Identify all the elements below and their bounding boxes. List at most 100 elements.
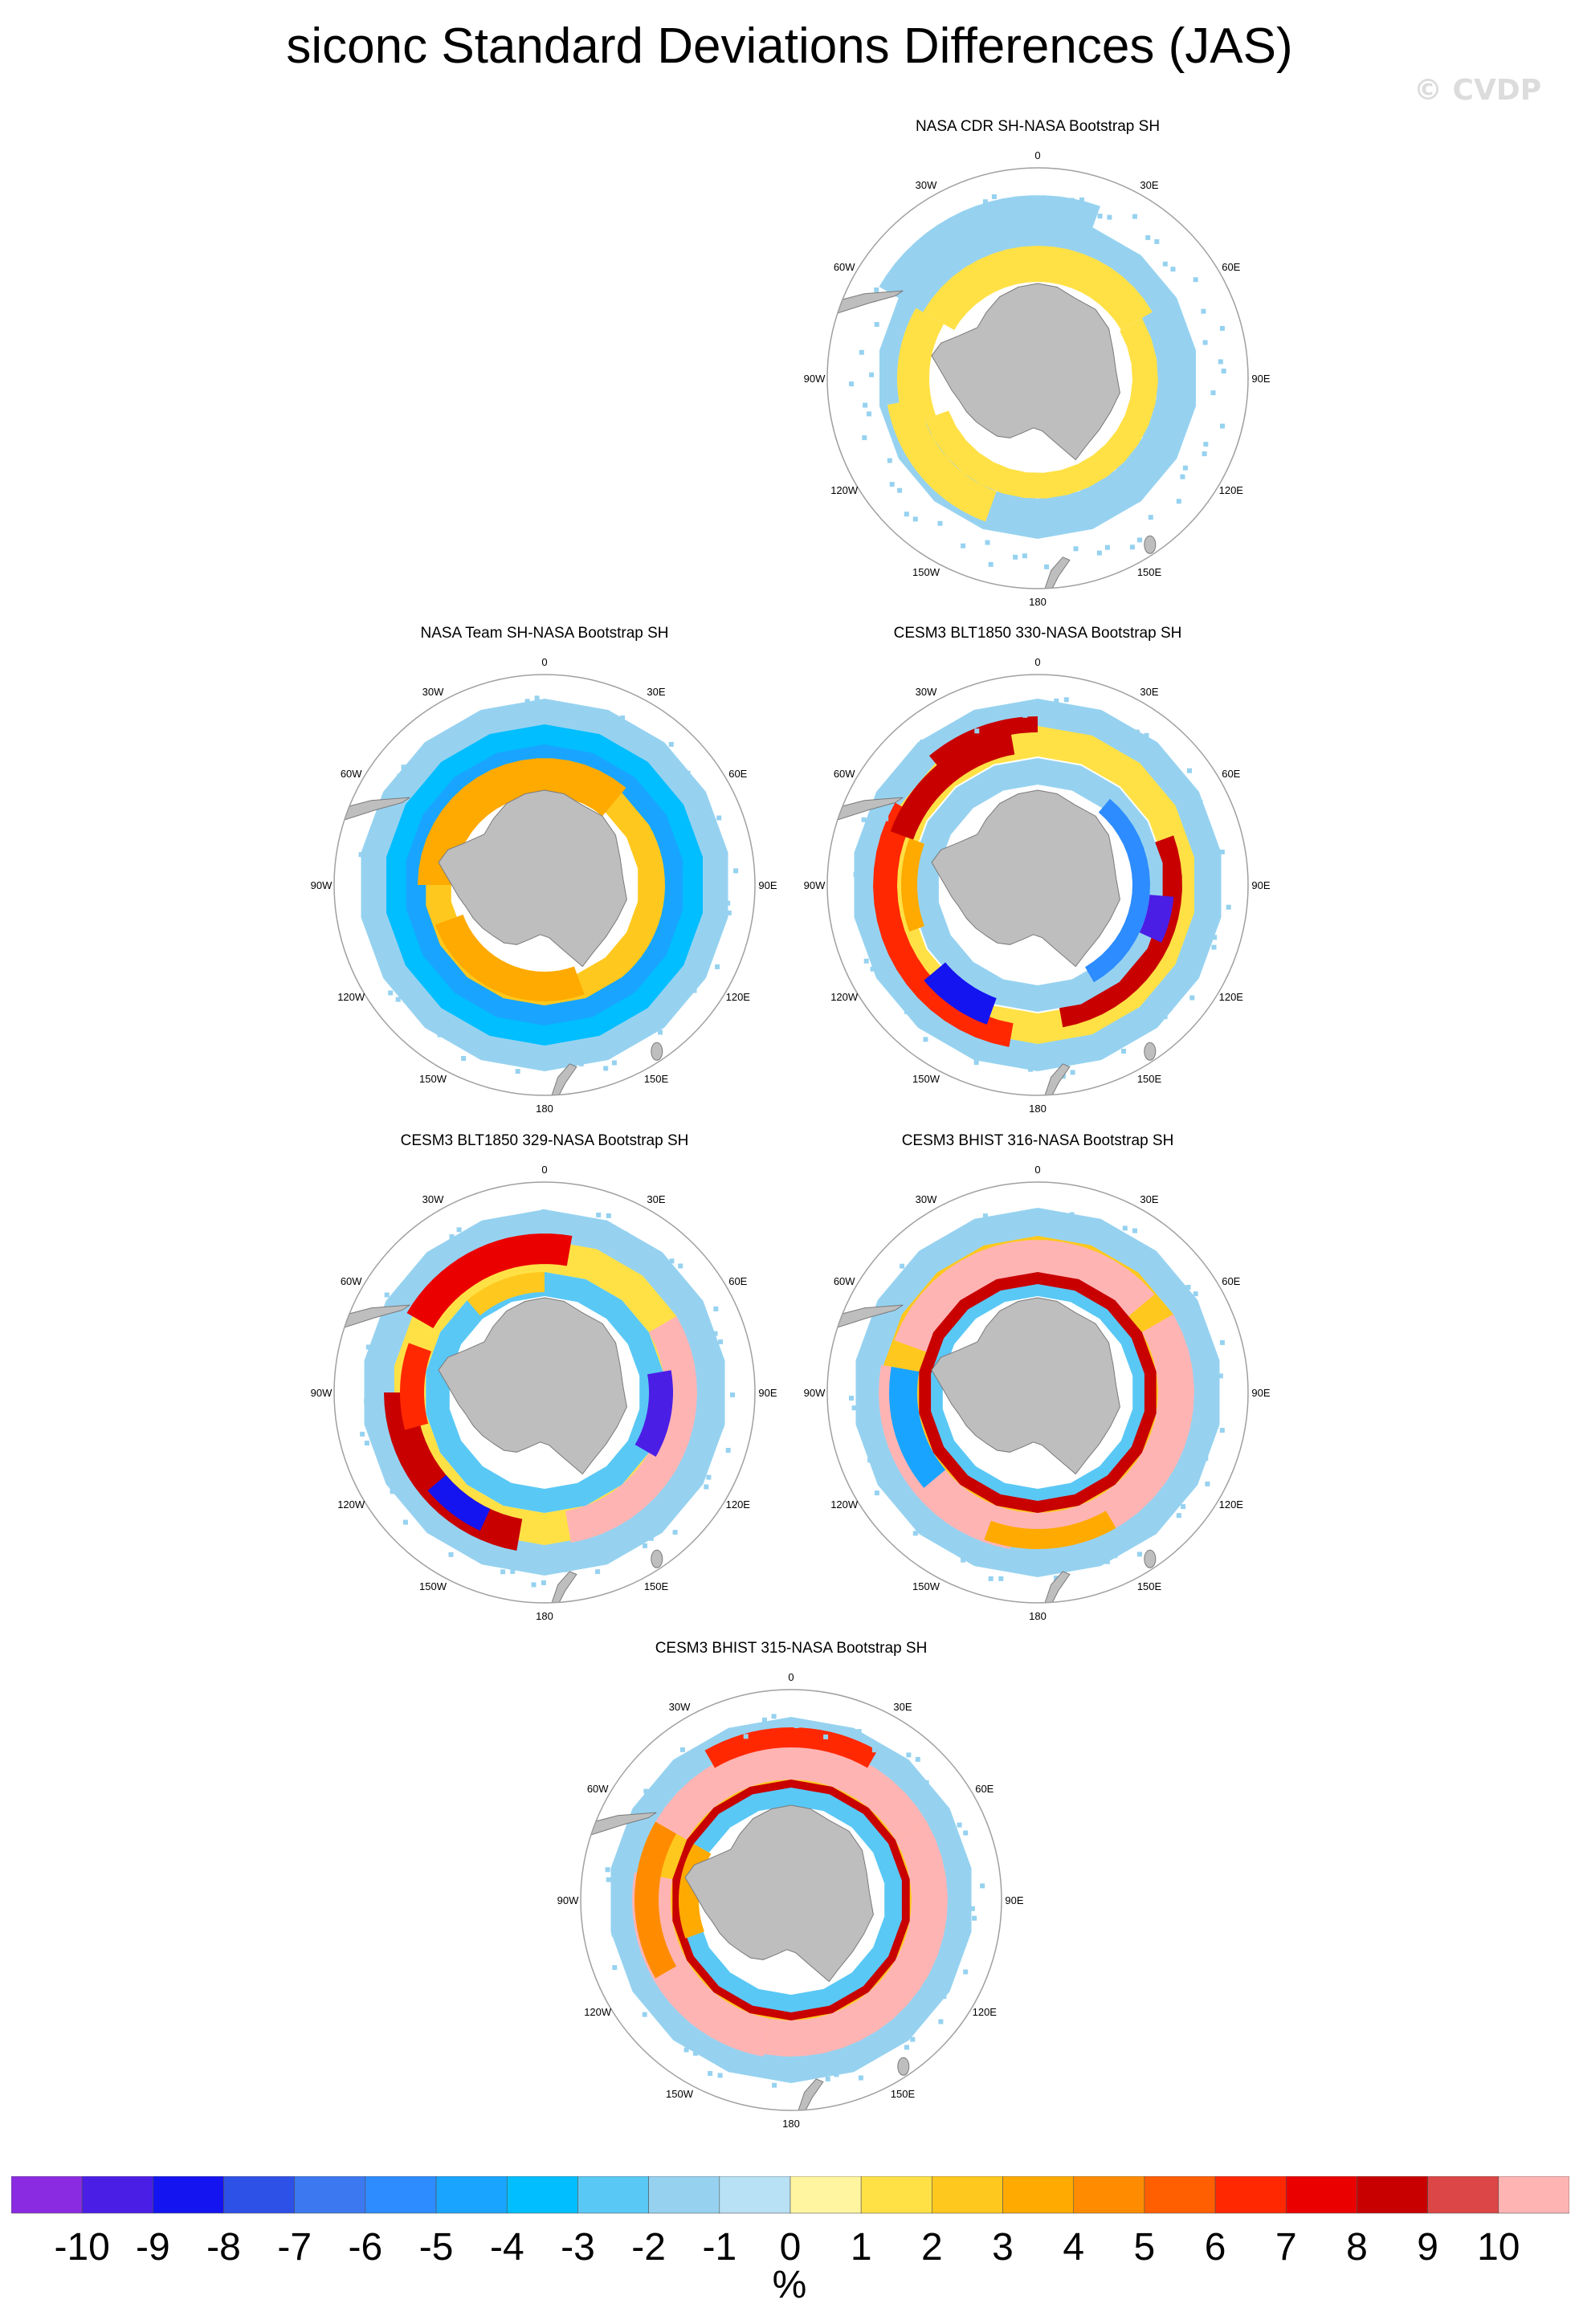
ice-edge-cell: [684, 1286, 690, 1292]
longitude-label: 150W: [666, 2088, 694, 2100]
ice-edge-cell: [898, 265, 904, 271]
ice-edge-cell: [914, 748, 920, 753]
ice-edge-cell: [605, 1867, 610, 1873]
ice-anomaly-band: [406, 1233, 573, 1328]
ice-edge-cell: [1182, 465, 1188, 471]
longitude-label: 60E: [1222, 1275, 1240, 1287]
ice-edge-cell: [603, 1066, 609, 1071]
ice-edge-cell: [950, 728, 956, 733]
ice-edge-cell: [849, 381, 854, 387]
ice-edge-cell: [358, 852, 364, 858]
ice-edge-cell: [611, 1060, 617, 1066]
longitude-label: 30E: [647, 1193, 665, 1205]
ice-edge-cell: [486, 1053, 492, 1058]
ice-edge-cell: [920, 739, 925, 744]
colorbar-box: [1427, 2176, 1499, 2214]
ice-edge-cell: [595, 1569, 601, 1575]
ice-edge-cell: [1047, 207, 1052, 213]
colorbar-tick-label: -1: [702, 2226, 736, 2265]
ice-edge-cell: [639, 1988, 644, 1993]
ice-edge-cell: [941, 1994, 947, 2000]
ice-edge-cell: [1081, 1555, 1087, 1561]
ice-edge-cell: [887, 1472, 892, 1478]
ice-edge-cell: [1144, 732, 1149, 738]
colorbar-box: [81, 2176, 153, 2214]
colorbar-tick-label: 1: [851, 2226, 872, 2265]
ice-anomaly-band: [984, 1511, 1116, 1549]
ice-edge-cell: [683, 1497, 688, 1502]
longitude-label: 120W: [830, 991, 859, 1003]
ice-edge-cell: [448, 1551, 454, 1557]
colorbar-tick-label: -9: [136, 2226, 170, 2265]
longitude-label: 90W: [804, 373, 826, 385]
ice-edge-cell: [437, 1032, 443, 1038]
longitude-label: 0: [1034, 656, 1040, 668]
ice-edge-cell: [1079, 197, 1084, 202]
longitude-label: 150W: [419, 1580, 447, 1592]
ice-edge-cell: [510, 1568, 516, 1574]
ice-edge-cell: [859, 1364, 864, 1369]
ice-edge-cell: [969, 1906, 975, 1911]
ice-edge-cell: [938, 2019, 944, 2024]
ice-edge-cell: [1214, 1364, 1220, 1370]
ice-edge-cell: [643, 1788, 649, 1794]
map-panel-bhist-315: CESM3 BHIST 315-NASA Bootstrap SH 0 30E 60…: [542, 1640, 1040, 2146]
ice-edge-cell: [1031, 710, 1037, 716]
polar-map: 0 30E 60E 90E 120E 150E 180 150W 120W 90W 60W 30W: [804, 656, 1271, 1115]
ice-edge-cell: [851, 1405, 857, 1411]
longitude-label: 180: [1029, 1103, 1047, 1115]
ice-edge-cell: [374, 823, 380, 828]
ice-edge-cell: [1145, 234, 1151, 240]
ice-anomaly-band: [923, 246, 1153, 330]
ice-edge-cell: [912, 516, 918, 522]
ice-edge-cell: [505, 714, 510, 720]
panel-title: NASA CDR SH-NASA Bootstrap SH: [915, 118, 1161, 135]
ice-edge-cell: [670, 998, 675, 1004]
ice-edge-cell: [726, 910, 732, 915]
ice-edge-cell: [1162, 1014, 1168, 1020]
ice-edge-cell: [368, 875, 373, 881]
ice-edge-cell: [1226, 904, 1231, 910]
colorbar-box: [790, 2176, 862, 2214]
ice-edge-cell: [937, 520, 943, 526]
ice-edge-cell: [429, 748, 435, 753]
sea-ice-field: [343, 695, 739, 1095]
tasmania-land: [897, 2057, 910, 2076]
ice-edge-cell: [1180, 474, 1185, 479]
longitude-label: 120W: [584, 2006, 612, 2018]
ice-edge-cell: [1044, 564, 1050, 569]
colorbar-box: [1357, 2176, 1428, 2214]
ice-edge-cell: [643, 1543, 647, 1548]
ice-anomaly-band: [1085, 798, 1150, 983]
ice-edge-cell: [489, 1221, 495, 1227]
ice-edge-cell: [1197, 823, 1202, 829]
ice-edge-cell: [636, 1250, 642, 1256]
colorbar-box: [365, 2176, 437, 2214]
ice-edge-cell: [794, 2072, 799, 2077]
colorbar-box: [153, 2176, 224, 2214]
ice-edge-cell: [1219, 325, 1225, 331]
ice-edge-cell: [1198, 799, 1203, 805]
panel-title: NASA Team SH-NASA Bootstrap SH: [420, 625, 669, 642]
ice-edge-cell: [577, 719, 582, 724]
ice-edge-cell: [683, 2047, 689, 2053]
ice-edge-cell: [904, 2045, 909, 2050]
longitude-label: 60W: [834, 1275, 855, 1287]
colorbar-box: [1498, 2176, 1569, 2214]
ice-edge-cell: [1194, 1315, 1200, 1321]
ice-edge-cell: [693, 2050, 698, 2056]
ice-edge-cell: [1073, 546, 1079, 552]
ice-anomaly-band: [427, 1474, 491, 1531]
ice-edge-cell: [1193, 1291, 1198, 1297]
ice-edge-cell: [364, 1441, 369, 1445]
ice-edge-cell: [1054, 698, 1059, 703]
sea-ice-field: [836, 697, 1231, 1095]
ice-anomaly-band: [924, 962, 997, 1025]
ice-edge-cell: [1187, 768, 1192, 773]
map-boundary: [580, 1689, 1002, 2111]
colorbar-box: [11, 2176, 83, 2214]
ice-anomaly-band: [894, 1240, 1155, 1353]
ice-edge-cell: [869, 372, 875, 377]
ice-edge-cell: [648, 1535, 654, 1541]
ice-edge-cell: [596, 1213, 602, 1217]
